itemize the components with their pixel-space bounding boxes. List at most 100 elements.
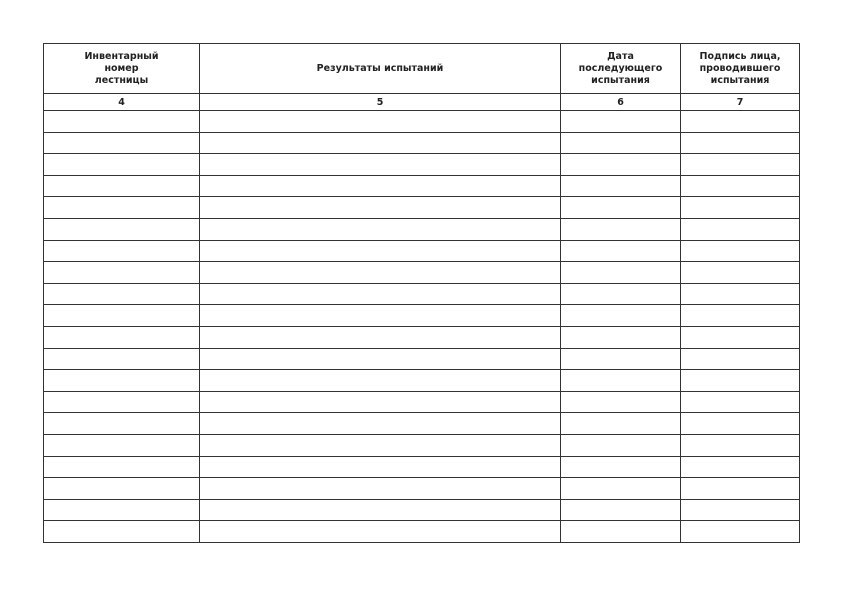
test-results-cell[interactable] bbox=[199, 412, 561, 435]
test-results-cell[interactable] bbox=[199, 304, 561, 327]
header-line: Результаты испытаний bbox=[316, 62, 444, 74]
test-results-cell[interactable] bbox=[199, 131, 561, 155]
next-test-date-cell[interactable] bbox=[560, 477, 681, 500]
inventory-number-cell[interactable] bbox=[43, 239, 200, 263]
inventory-number-cell[interactable] bbox=[43, 390, 200, 414]
table-row bbox=[43, 196, 800, 219]
next-test-date-cell[interactable] bbox=[560, 282, 681, 306]
inventory-number-cell[interactable] bbox=[43, 369, 200, 392]
test-results-cell[interactable] bbox=[199, 498, 561, 522]
test-results-cell[interactable] bbox=[199, 239, 561, 263]
next-test-date-cell[interactable] bbox=[560, 196, 681, 219]
test-results-cell[interactable] bbox=[199, 196, 561, 219]
signature-cell[interactable] bbox=[680, 261, 800, 284]
signature-cell[interactable] bbox=[680, 520, 800, 543]
signature-cell[interactable] bbox=[680, 477, 800, 500]
inventory-number-cell[interactable] bbox=[43, 304, 200, 327]
signature-cell[interactable] bbox=[680, 390, 800, 414]
inventory-number-cell[interactable] bbox=[43, 498, 200, 522]
inventory-number-cell[interactable] bbox=[43, 520, 200, 543]
signature-cell[interactable] bbox=[680, 131, 800, 155]
test-results-cell[interactable] bbox=[199, 325, 561, 349]
next-test-date-cell[interactable] bbox=[560, 412, 681, 435]
signature-cell[interactable] bbox=[680, 153, 800, 176]
inventory-number-cell[interactable] bbox=[43, 433, 200, 457]
signature-cell[interactable] bbox=[680, 239, 800, 263]
column-number: 6 bbox=[560, 93, 681, 111]
signature-cell[interactable] bbox=[680, 347, 800, 371]
next-test-date-cell[interactable] bbox=[560, 239, 681, 263]
test-results-cell[interactable] bbox=[199, 347, 561, 371]
next-test-date-cell[interactable] bbox=[560, 153, 681, 176]
signature-cell[interactable] bbox=[680, 304, 800, 327]
header-line: лестницы bbox=[94, 74, 149, 86]
table-row bbox=[43, 110, 800, 133]
inventory-number-cell[interactable] bbox=[43, 412, 200, 435]
signature-cell[interactable] bbox=[680, 433, 800, 457]
next-test-date-cell[interactable] bbox=[560, 498, 681, 522]
test-results-cell[interactable] bbox=[199, 282, 561, 306]
next-test-date-cell[interactable] bbox=[560, 455, 681, 479]
table-row bbox=[43, 239, 800, 263]
next-test-date-cell[interactable] bbox=[560, 325, 681, 349]
header-signature: Подпись лица, проводившего испытания bbox=[680, 43, 800, 94]
test-results-cell[interactable] bbox=[199, 174, 561, 198]
signature-cell[interactable] bbox=[680, 217, 800, 241]
signature-cell[interactable] bbox=[680, 412, 800, 435]
table-row bbox=[43, 433, 800, 457]
table-row bbox=[43, 174, 800, 198]
inventory-number-cell[interactable] bbox=[43, 110, 200, 133]
next-test-date-cell[interactable] bbox=[560, 347, 681, 371]
next-test-date-cell[interactable] bbox=[560, 131, 681, 155]
test-results-cell[interactable] bbox=[199, 455, 561, 479]
signature-cell[interactable] bbox=[680, 325, 800, 349]
test-results-cell[interactable] bbox=[199, 433, 561, 457]
test-results-cell[interactable] bbox=[199, 477, 561, 500]
header-inventory-number: Инвентарный номер лестницы bbox=[43, 43, 200, 94]
table-row bbox=[43, 455, 800, 479]
inventory-number-cell[interactable] bbox=[43, 282, 200, 306]
test-results-cell[interactable] bbox=[199, 520, 561, 543]
test-results-cell[interactable] bbox=[199, 390, 561, 414]
inventory-number-cell[interactable] bbox=[43, 325, 200, 349]
signature-cell[interactable] bbox=[680, 369, 800, 392]
header-line: испытания bbox=[710, 74, 770, 86]
test-results-cell[interactable] bbox=[199, 153, 561, 176]
next-test-date-cell[interactable] bbox=[560, 217, 681, 241]
table-row bbox=[43, 520, 800, 543]
signature-cell[interactable] bbox=[680, 196, 800, 219]
header-next-test-date: Дата последующего испытания bbox=[560, 43, 681, 94]
test-results-cell[interactable] bbox=[199, 261, 561, 284]
next-test-date-cell[interactable] bbox=[560, 174, 681, 198]
next-test-date-cell[interactable] bbox=[560, 369, 681, 392]
next-test-date-cell[interactable] bbox=[560, 390, 681, 414]
table-row bbox=[43, 325, 800, 349]
inventory-number-cell[interactable] bbox=[43, 196, 200, 219]
next-test-date-cell[interactable] bbox=[560, 304, 681, 327]
test-results-cell[interactable] bbox=[199, 110, 561, 133]
table-row bbox=[43, 282, 800, 306]
inventory-number-cell[interactable] bbox=[43, 477, 200, 500]
signature-cell[interactable] bbox=[680, 110, 800, 133]
inventory-number-cell[interactable] bbox=[43, 174, 200, 198]
next-test-date-cell[interactable] bbox=[560, 433, 681, 457]
next-test-date-cell[interactable] bbox=[560, 110, 681, 133]
signature-cell[interactable] bbox=[680, 174, 800, 198]
table-row bbox=[43, 131, 800, 155]
header-line: Подпись лица, bbox=[699, 50, 781, 62]
inventory-number-cell[interactable] bbox=[43, 347, 200, 371]
signature-cell[interactable] bbox=[680, 455, 800, 479]
test-log-table: Инвентарный номер лестницы Результаты испы… bbox=[43, 43, 800, 543]
test-results-cell[interactable] bbox=[199, 217, 561, 241]
table-row bbox=[43, 498, 800, 522]
signature-cell[interactable] bbox=[680, 282, 800, 306]
signature-cell[interactable] bbox=[680, 498, 800, 522]
test-results-cell[interactable] bbox=[199, 369, 561, 392]
next-test-date-cell[interactable] bbox=[560, 261, 681, 284]
inventory-number-cell[interactable] bbox=[43, 131, 200, 155]
inventory-number-cell[interactable] bbox=[43, 153, 200, 176]
inventory-number-cell[interactable] bbox=[43, 261, 200, 284]
inventory-number-cell[interactable] bbox=[43, 455, 200, 479]
inventory-number-cell[interactable] bbox=[43, 217, 200, 241]
next-test-date-cell[interactable] bbox=[560, 520, 681, 543]
